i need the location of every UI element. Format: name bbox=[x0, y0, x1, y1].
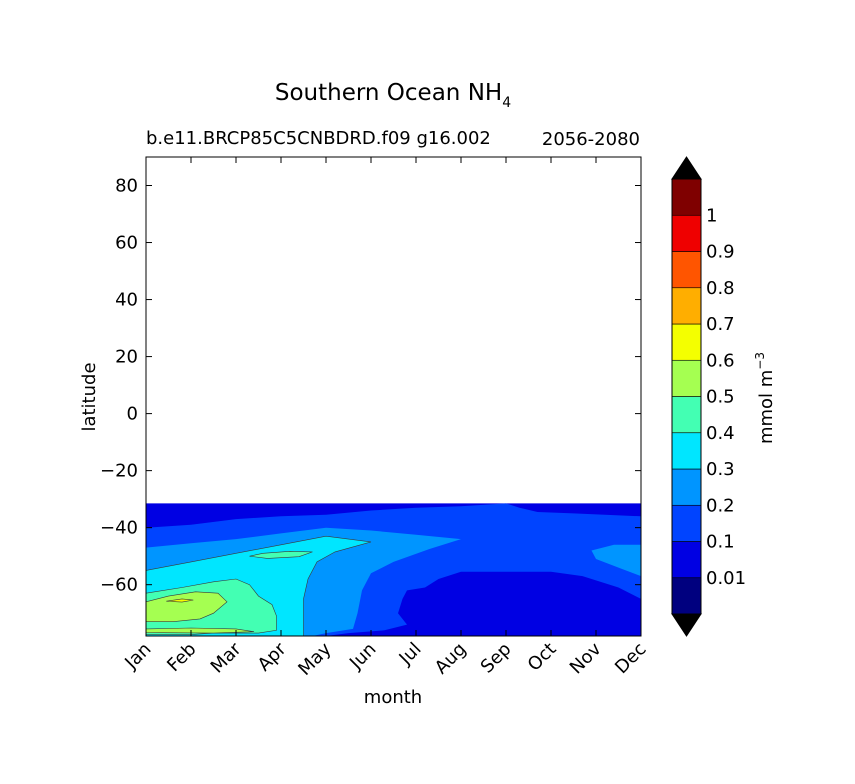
colorbar-swatch bbox=[671, 214, 702, 252]
x-tick-label: Sep bbox=[477, 639, 516, 678]
colorbar-tick-label: 0.1 bbox=[706, 532, 735, 553]
colorbar-tick-label: 0.5 bbox=[706, 387, 735, 408]
colorbar-swatch bbox=[671, 504, 702, 542]
x-tick-label: Apr bbox=[254, 638, 291, 675]
colorbar-tick-label: 0.9 bbox=[706, 242, 735, 263]
colorbar-swatch bbox=[671, 577, 702, 615]
contour-region-6 bbox=[249, 550, 313, 559]
colorbar-extend-min bbox=[671, 613, 702, 637]
plot-frame bbox=[145, 156, 642, 637]
colorbar-tick-label: 0.6 bbox=[706, 350, 735, 371]
x-tick-label: Jun bbox=[345, 639, 380, 674]
chart-title: Southern Ocean NH4 bbox=[275, 80, 511, 111]
x-tick-label: Dec bbox=[611, 639, 650, 678]
y-tick-label: −20 bbox=[100, 461, 138, 482]
x-tick-label: Nov bbox=[566, 638, 606, 678]
colorbar-tick-label: 0.3 bbox=[706, 459, 735, 480]
colorbar-extend-max bbox=[671, 156, 702, 180]
y-tick-label: 80 bbox=[115, 176, 138, 197]
chart-subtitle-right: 2056-2080 bbox=[542, 129, 640, 150]
plot-area bbox=[145, 503, 641, 637]
colorbar-swatch bbox=[671, 323, 702, 361]
colorbar-tick-label: 1 bbox=[706, 205, 717, 226]
colorbar-tick-label: 0.4 bbox=[706, 423, 735, 444]
contour-region-3 bbox=[591, 544, 641, 577]
x-tick-label: Aug bbox=[431, 639, 471, 679]
colorbar-tick-label: 0.01 bbox=[706, 568, 746, 589]
y-axis-label: latitude bbox=[79, 362, 100, 431]
colorbar-tick-label: 0.2 bbox=[706, 495, 735, 516]
colorbar-swatch bbox=[671, 432, 702, 470]
x-tick-label: Jan bbox=[120, 639, 155, 674]
colorbar-swatch bbox=[671, 468, 702, 506]
colorbar-swatch bbox=[671, 541, 702, 579]
colorbar-tick-label: 0.7 bbox=[706, 314, 735, 335]
colorbar-swatch bbox=[671, 178, 702, 216]
colorbar-swatch bbox=[671, 251, 702, 289]
contour-region-9 bbox=[166, 598, 194, 603]
x-tick-label: Feb bbox=[163, 639, 200, 676]
contour-region-7 bbox=[145, 591, 228, 623]
colorbar-label-superscript: −3 bbox=[753, 352, 767, 370]
colorbar-swatch bbox=[671, 359, 702, 397]
y-tick-label: 40 bbox=[115, 290, 138, 311]
chart-subtitle-left: b.e11.BRCP85C5CNBDRD.f09 g16.002 bbox=[146, 128, 491, 149]
colorbar-label: mmol m−3 bbox=[753, 352, 777, 444]
y-axis: 80 60 40 20 0 −20 −40 −60 bbox=[100, 176, 641, 596]
x-axis-label: month bbox=[364, 687, 422, 708]
y-tick-label: −40 bbox=[100, 518, 138, 539]
y-tick-label: 60 bbox=[115, 233, 138, 254]
colorbar-swatch bbox=[671, 396, 702, 434]
colorbar-swatch bbox=[671, 287, 702, 325]
x-tick-label: Jul bbox=[395, 639, 426, 670]
y-tick-label: 20 bbox=[115, 347, 138, 368]
chart-title-subscript: 4 bbox=[502, 95, 511, 111]
x-tick-label: May bbox=[294, 638, 335, 679]
y-tick-label: 0 bbox=[127, 404, 138, 425]
colorbar: 0.01 0.1 0.2 0.3 0.4 0.5 0.6 0.7 0.8 0.9 1 bbox=[671, 156, 746, 637]
colorbar-tick-label: 0.8 bbox=[706, 278, 735, 299]
x-tick-label: Oct bbox=[524, 639, 561, 676]
y-tick-label: −60 bbox=[100, 575, 138, 596]
colorbar-frame bbox=[671, 178, 702, 615]
x-tick-label: Mar bbox=[207, 638, 246, 677]
